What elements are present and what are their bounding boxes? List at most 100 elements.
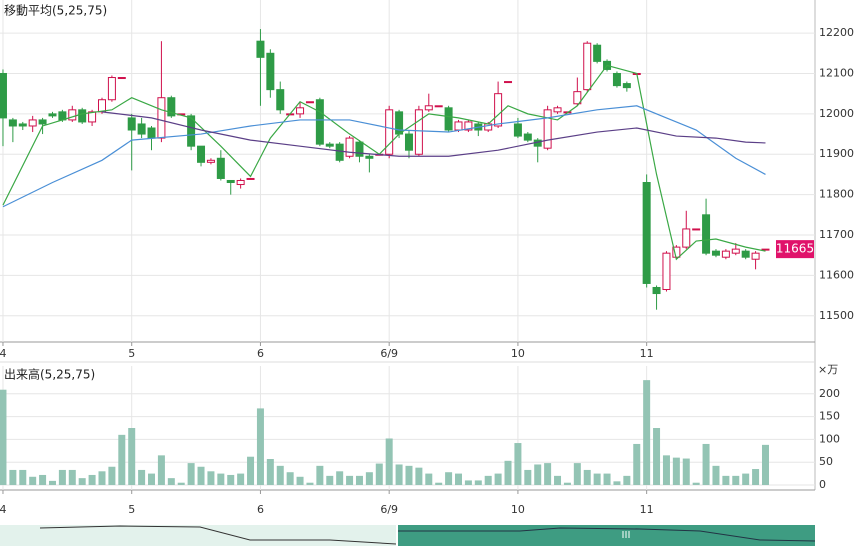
- x-tick-label: 10: [511, 347, 525, 360]
- volume-bar: [653, 428, 661, 485]
- volume-bar: [346, 475, 354, 485]
- volume-bar: [454, 473, 462, 485]
- volume-bar: [544, 463, 552, 485]
- volume-bar: [326, 475, 334, 485]
- candle-body: [612, 72, 621, 87]
- volume-bar: [29, 476, 37, 485]
- candle-body: [494, 93, 503, 127]
- y-tick-label: 100: [819, 432, 840, 445]
- volume-bar: [365, 472, 373, 485]
- y-tick-label: 150: [819, 410, 840, 423]
- volume-bar: [48, 480, 56, 485]
- candle-body: [761, 248, 770, 251]
- candle-body: [107, 77, 116, 101]
- volume-bar: [336, 471, 344, 485]
- volume-bar: [306, 482, 314, 485]
- candle-body: [355, 141, 364, 157]
- volume-bar: [613, 481, 621, 485]
- moving-average: [2, 105, 766, 208]
- candle-body: [127, 117, 136, 131]
- volume-bar: [148, 473, 156, 485]
- volume-bar: [108, 466, 116, 485]
- candle-body: [276, 89, 285, 111]
- price-title: 移動平均(5,25,75): [4, 4, 107, 18]
- volume-bar: [68, 469, 76, 485]
- candle-body: [365, 155, 374, 159]
- candle-body: [741, 250, 750, 258]
- y-tick-label: 12000: [819, 107, 854, 120]
- candle-body: [622, 83, 631, 89]
- candle-body: [216, 157, 225, 179]
- candle-body: [523, 133, 532, 141]
- volume-bar: [78, 478, 86, 485]
- volume-bar: [445, 472, 453, 485]
- volume-bar: [385, 438, 393, 485]
- candle-body: [573, 91, 582, 105]
- candle-body: [731, 248, 740, 254]
- candle-body: [28, 119, 37, 127]
- x-tick-label: 6: [257, 503, 264, 516]
- volume-bar: [375, 463, 383, 485]
- candle-body: [246, 177, 255, 180]
- volume-bar: [494, 473, 502, 485]
- volume-bar: [752, 469, 760, 485]
- volume-bar: [415, 467, 423, 485]
- volume-bar: [484, 475, 492, 485]
- candle-body: [266, 52, 275, 91]
- candle-body: [296, 107, 305, 115]
- volume-bar: [266, 459, 274, 485]
- y-tick-label: 12100: [819, 66, 854, 79]
- candle-body: [395, 111, 404, 135]
- volume-bar: [474, 480, 482, 485]
- volume-bar: [682, 458, 690, 485]
- moving-average: [2, 64, 766, 261]
- navigator-window: [398, 525, 815, 546]
- x-tick-label: 4: [0, 347, 6, 360]
- navigator: [0, 525, 816, 546]
- volume-bar: [39, 474, 47, 485]
- volume-bar: [603, 473, 611, 485]
- x-tick-label: 6: [257, 347, 264, 360]
- candle-body: [345, 137, 354, 157]
- y-tick-label: 11700: [819, 228, 854, 241]
- last-price-box: [776, 240, 814, 259]
- x-tick-label: 6/9: [380, 347, 398, 360]
- candle-body: [721, 250, 730, 258]
- candle-body: [543, 109, 552, 149]
- volume-bar: [662, 455, 670, 485]
- x-tick-label: 10: [511, 503, 525, 516]
- volume-bar: [732, 475, 740, 485]
- volume-bar: [0, 389, 7, 485]
- volume-bar: [197, 466, 205, 485]
- volume-bar: [9, 469, 17, 485]
- candle-body: [335, 143, 344, 161]
- y-tick-label: 200: [819, 387, 840, 400]
- volume-bar: [504, 460, 512, 485]
- candle-body: [8, 119, 17, 127]
- volume-bar: [88, 474, 96, 485]
- volume-bar: [405, 465, 413, 485]
- candle-body: [553, 107, 562, 113]
- volume-bar: [643, 380, 651, 485]
- candle-body: [652, 286, 661, 295]
- navigator-line: [398, 527, 816, 542]
- candle-body: [97, 99, 106, 113]
- volume-bar: [563, 482, 571, 485]
- x-tick-label: 4: [0, 503, 6, 516]
- candle-body: [414, 109, 423, 155]
- candle-body: [593, 44, 602, 62]
- y-tick-label: 0: [819, 478, 826, 491]
- candle-body: [48, 113, 57, 117]
- volume-bar: [742, 473, 750, 485]
- candle-body: [385, 109, 394, 155]
- volume-bar: [157, 455, 165, 485]
- candle-body: [434, 105, 443, 108]
- volume-bar: [425, 473, 433, 485]
- volume-title: 出来高(5,25,75): [4, 367, 95, 382]
- x-tick-label: 11: [640, 503, 654, 516]
- volume-bar: [237, 473, 245, 485]
- navigator-grip: [622, 531, 630, 538]
- volume-bar: [534, 464, 542, 485]
- candle-body: [0, 72, 7, 119]
